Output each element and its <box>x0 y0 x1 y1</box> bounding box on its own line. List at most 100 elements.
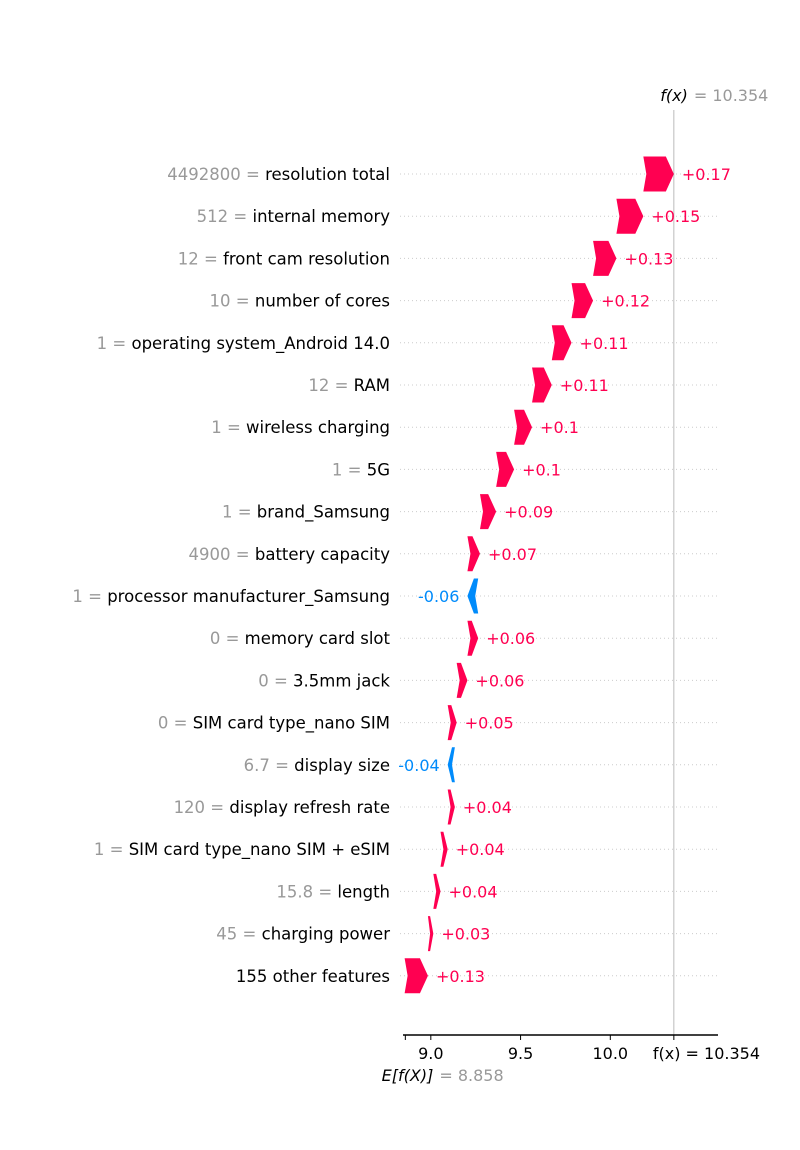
contribution-label: +0.11 <box>580 334 629 353</box>
contribution-label: +0.07 <box>488 545 537 564</box>
feature-name: 155 other features <box>236 967 390 986</box>
feature-name: wireless charging <box>246 418 390 437</box>
contribution-bar <box>467 620 479 656</box>
feature-label: 1 = 5G <box>332 460 390 479</box>
feature-name: display size <box>294 756 390 775</box>
feature-name: SIM card type_nano SIM <box>193 714 390 734</box>
contribution-label: +0.15 <box>651 207 700 226</box>
contribution-bar <box>643 156 674 192</box>
contribution-bar <box>440 831 448 867</box>
feature-label: 0 = 3.5mm jack <box>258 671 390 690</box>
contribution-label: +0.09 <box>504 503 553 522</box>
fx-value: = 10.354 <box>694 86 768 105</box>
equals-sign: = <box>232 503 256 522</box>
feature-label: 4492800 = resolution total <box>167 165 390 184</box>
contribution-bar <box>532 367 552 403</box>
feature-labels: 4492800 = resolution total 512 = internal… <box>72 165 390 986</box>
feature-label: 1 = operating system_Android 14.0 <box>97 334 390 354</box>
feature-value: 0 <box>158 714 169 733</box>
contribution-label: +0.04 <box>456 840 505 859</box>
equals-sign: = <box>241 165 265 184</box>
contribution-bar <box>404 958 428 994</box>
feature-value: 1 <box>222 503 233 522</box>
contribution-bar <box>467 536 480 572</box>
fx-label: f(x) <box>660 86 688 105</box>
x-tick-label: 9.5 <box>508 1044 533 1063</box>
feature-label: 120 = display refresh rate <box>174 798 390 817</box>
feature-value: 4492800 <box>167 165 241 184</box>
contribution-label: +0.17 <box>682 165 731 184</box>
feature-value: 0 <box>258 671 269 690</box>
contribution-label: +0.1 <box>540 418 579 437</box>
equals-sign: = <box>220 629 244 648</box>
contribution-label: -0.06 <box>418 587 459 606</box>
feature-label: 512 = internal memory <box>197 207 391 226</box>
equals-sign: = <box>231 545 255 564</box>
feature-value: 120 <box>174 798 206 817</box>
feature-name: 3.5mm jack <box>293 671 390 690</box>
contribution-bar <box>447 705 457 741</box>
feature-value: 512 <box>197 207 229 226</box>
contribution-label: +0.13 <box>436 967 485 986</box>
equals-sign: = <box>222 418 246 437</box>
equals-sign: = <box>199 249 223 268</box>
x-tick-label: 10.0 <box>592 1044 628 1063</box>
expected-value-footer: E[f(X)] = 8.858 <box>382 1066 504 1085</box>
feature-name: number of cores <box>255 292 390 311</box>
feature-name: battery capacity <box>255 545 390 564</box>
feature-label: 12 = front cam resolution <box>178 249 390 268</box>
equals-sign: = <box>205 798 229 817</box>
feature-name: RAM <box>354 376 390 395</box>
fx-header: f(x) = 10.354 <box>660 86 768 105</box>
feature-label: 0 = memory card slot <box>210 629 391 648</box>
contribution-label: +0.12 <box>601 292 650 311</box>
feature-name: charging power <box>262 925 391 944</box>
feature-value: 1 <box>211 418 222 437</box>
feature-label: 1 = wireless charging <box>211 418 390 437</box>
x-axis: 9.0 9.5 10.0 f(x) = 10.354 <box>403 1034 760 1063</box>
contribution-bar <box>467 578 479 614</box>
contribution-bar <box>447 789 455 825</box>
contribution-label: +0.11 <box>560 376 609 395</box>
contribution-bar <box>514 409 533 445</box>
feature-value: 10 <box>210 292 231 311</box>
feature-label: 6.7 = display size <box>244 756 390 775</box>
feature-value: 4900 <box>189 545 231 564</box>
feature-value: 45 <box>216 925 237 944</box>
expected-value-label: E[f(X)] <box>382 1066 434 1085</box>
contribution-label: +0.05 <box>465 714 514 733</box>
feature-value: 1 <box>72 587 83 606</box>
feature-value: 12 <box>178 249 199 268</box>
feature-label: 1 = SIM card type_nano SIM + eSIM <box>94 840 390 860</box>
feature-name: processor manufacturer_Samsung <box>107 587 390 607</box>
feature-label: 4900 = battery capacity <box>189 545 391 564</box>
equals-sign: = <box>83 587 107 606</box>
feature-value: 12 <box>308 376 329 395</box>
contribution-label: +0.04 <box>449 882 498 901</box>
contribution-label: +0.06 <box>486 629 535 648</box>
feature-value: 1 <box>97 334 108 353</box>
feature-name: internal memory <box>253 207 391 226</box>
contribution-label: +0.04 <box>463 798 512 817</box>
feature-name: resolution total <box>265 165 390 184</box>
feature-label: 0 = SIM card type_nano SIM <box>158 714 390 734</box>
contribution-bar <box>571 283 594 319</box>
equals-sign: = <box>329 376 353 395</box>
feature-label: 155 other features <box>236 967 390 986</box>
feature-name: brand_Samsung <box>257 503 390 523</box>
feature-value: 0 <box>210 629 221 648</box>
feature-name: display refresh rate <box>229 798 390 817</box>
equals-sign: = <box>231 292 255 311</box>
x-tick-label: 9.0 <box>418 1044 443 1063</box>
feature-name: operating system_Android 14.0 <box>131 334 390 354</box>
feature-label: 12 = RAM <box>308 376 390 395</box>
contribution-bars: +0.17 +0.15 +0.13 +0.12 +0.11 +0.11 +0.1 +0.1 +0… <box>398 156 731 994</box>
contribution-label: +0.06 <box>475 671 524 690</box>
contribution-label: +0.13 <box>624 249 673 268</box>
equals-sign: = <box>107 334 131 353</box>
contribution-bar <box>551 325 572 361</box>
feature-name: 5G <box>367 460 390 479</box>
feature-name: length <box>337 882 390 901</box>
equals-sign: = <box>342 460 366 479</box>
feature-label: 1 = brand_Samsung <box>222 503 390 523</box>
